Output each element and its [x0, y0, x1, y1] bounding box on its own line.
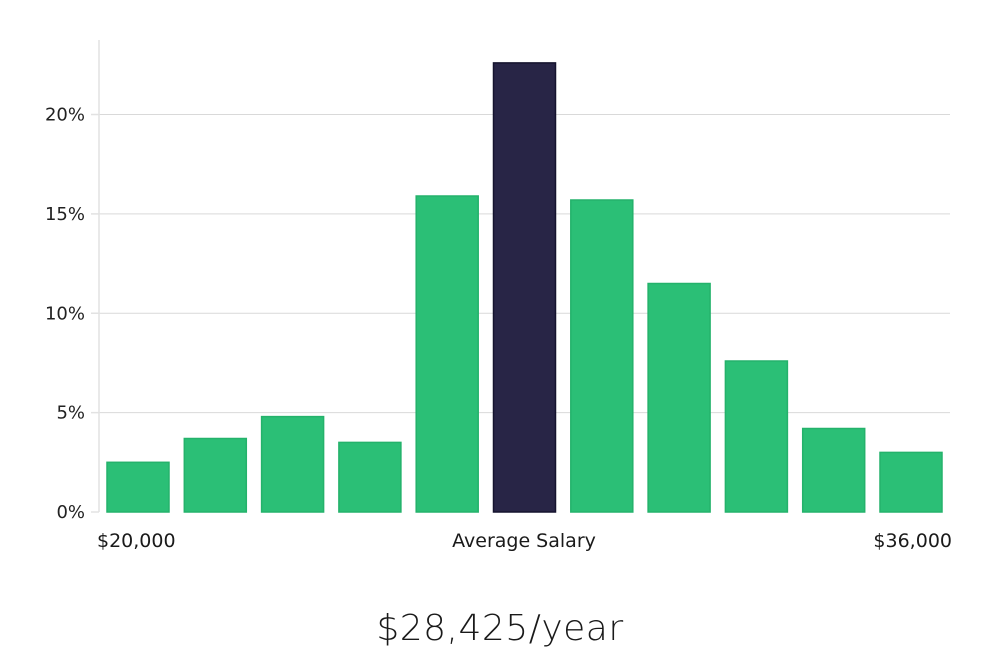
bar — [879, 451, 943, 513]
bar-highlight — [492, 62, 557, 513]
bar — [724, 360, 789, 513]
x-axis-title: Average Salary — [452, 530, 596, 552]
y-tick-label: 15% — [45, 204, 85, 225]
y-tick-labels: 0% 5% 10% 15% 20% — [45, 105, 99, 523]
bars — [106, 62, 943, 513]
bar — [338, 441, 402, 513]
bar — [801, 427, 866, 513]
x-label-min: $20,000 — [97, 530, 176, 552]
bar — [183, 437, 248, 513]
bar — [570, 199, 634, 513]
bar — [647, 282, 711, 513]
y-tick-label: 5% — [56, 403, 85, 424]
bar — [260, 415, 325, 513]
bar — [415, 195, 479, 513]
y-tick-label: 10% — [45, 303, 85, 324]
salary-histogram: 0% 5% 10% 15% 20% $20,000 Average Salary $36… — [45, 40, 952, 552]
y-tick-label: 0% — [56, 502, 85, 523]
bar — [106, 461, 170, 513]
x-label-max: $36,000 — [873, 530, 952, 552]
average-salary-value: $28,425/year — [376, 608, 624, 649]
y-tick-label: 20% — [45, 105, 85, 126]
